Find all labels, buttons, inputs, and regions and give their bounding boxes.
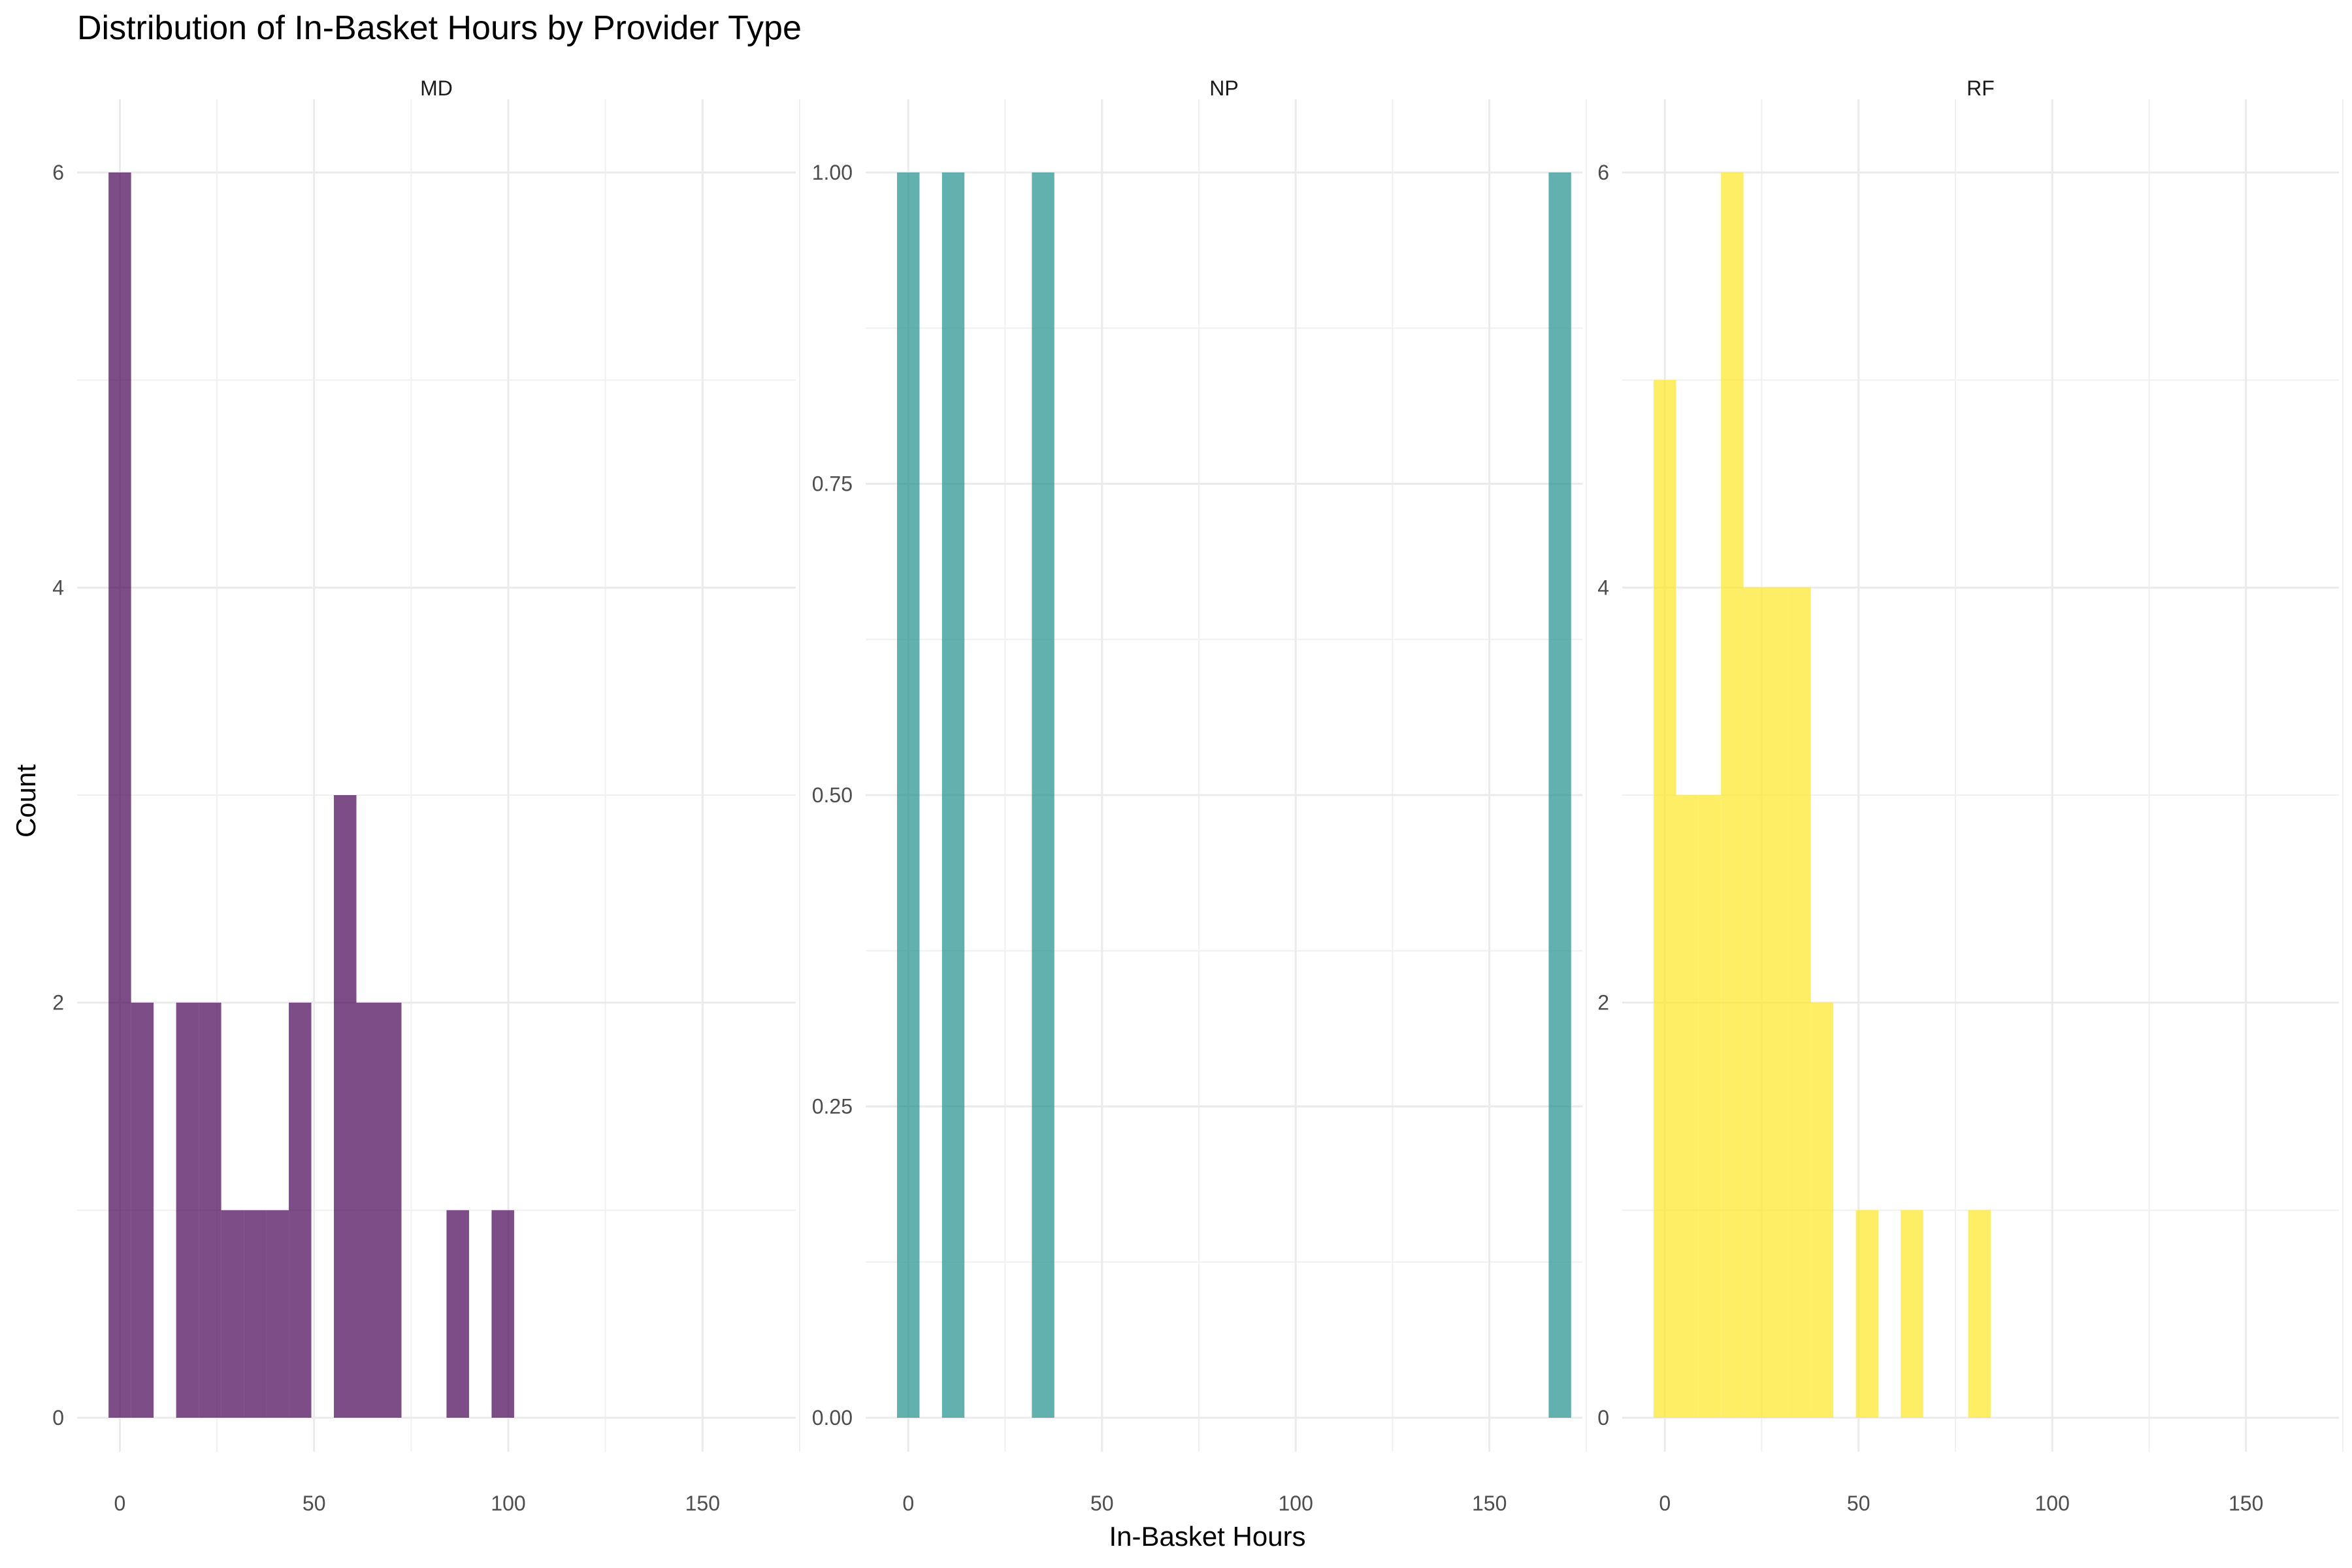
y-tick-label: 2 <box>1597 991 1609 1015</box>
histogram-bar <box>289 1002 312 1418</box>
y-tick-label: 6 <box>52 161 64 184</box>
histogram-bar <box>1676 795 1699 1418</box>
histogram-bar <box>1721 172 1744 1418</box>
histogram-bar <box>244 1210 267 1418</box>
y-tick-label: 2 <box>52 991 64 1015</box>
x-tick-label: 100 <box>1279 1492 1313 1515</box>
histogram-bar <box>266 1210 289 1418</box>
histogram-bar <box>176 1002 199 1418</box>
histogram-bar <box>356 1002 379 1418</box>
y-tick-label: 0 <box>1597 1406 1609 1429</box>
panel-np: 0 50 100 150 0.00 0.25 0.50 0.75 1.00 NP <box>812 76 1587 1515</box>
y-tick-label: 0.25 <box>812 1095 853 1119</box>
y-tick-label: 0 <box>52 1406 64 1429</box>
histogram-bar <box>897 172 920 1418</box>
histogram-bar <box>1698 795 1722 1418</box>
x-tick-label: 0 <box>1659 1492 1671 1515</box>
y-tick-label: 4 <box>1597 576 1609 599</box>
y-tick-label: 0.00 <box>812 1406 853 1429</box>
histogram-bar <box>379 1002 402 1418</box>
histogram-bar <box>446 1210 469 1418</box>
x-tick-label: 150 <box>1472 1492 1507 1515</box>
x-tick-label: 150 <box>685 1492 720 1515</box>
histogram-bar <box>199 1002 221 1418</box>
histogram-bar <box>1810 1002 1834 1418</box>
x-tick-label: 50 <box>1847 1492 1870 1515</box>
x-tick-label: 100 <box>2035 1492 2070 1515</box>
x-tick-label: 150 <box>2229 1492 2263 1515</box>
histogram-bar <box>131 1002 154 1418</box>
x-axis-label: In-Basket Hours <box>1109 1521 1305 1552</box>
histogram-bar <box>1968 1210 1991 1418</box>
histogram-bar <box>1901 1210 1923 1418</box>
histogram-bar <box>1548 172 1571 1418</box>
x-tick-label: 100 <box>491 1492 525 1515</box>
histogram-bar <box>941 172 965 1418</box>
chart-title: Distribution of In-Basket Hours by Provi… <box>77 9 802 47</box>
histogram-bar <box>1765 587 1789 1418</box>
y-tick-label: 0.50 <box>812 783 853 807</box>
panel-rf: 0 50 100 150 0 2 4 6 RF <box>1597 76 2344 1515</box>
y-tick-label: 6 <box>1597 161 1609 184</box>
histogram-bar <box>1654 380 1676 1418</box>
histogram-bar <box>1855 1210 1878 1418</box>
histogram-bar <box>1788 587 1811 1418</box>
x-tick-label: 0 <box>902 1492 914 1515</box>
x-tick-label: 50 <box>1090 1492 1114 1515</box>
histogram-bar <box>334 795 357 1418</box>
y-axis-label: Count <box>10 764 41 838</box>
histogram-bar <box>1743 587 1766 1418</box>
histogram-bar <box>491 1210 514 1418</box>
y-tick-label: 1.00 <box>812 161 853 184</box>
facet-strip-label: MD <box>420 76 453 100</box>
facet-strip-label: NP <box>1209 76 1238 100</box>
histogram-bar <box>108 172 131 1418</box>
histogram-bar <box>221 1210 244 1418</box>
panel-md: 0 50 100 150 0 2 4 6 MD <box>52 76 800 1515</box>
y-tick-label: 0.75 <box>812 472 853 496</box>
facet-strip-label: RF <box>1967 76 1995 100</box>
x-tick-label: 0 <box>114 1492 126 1515</box>
facet-panels: 0 50 100 150 0 2 4 6 MD 0 50 100 150 0.00 0.25 0.50 0.75… <box>52 76 2344 1515</box>
x-tick-label: 50 <box>302 1492 326 1515</box>
histogram-bar <box>1032 172 1054 1418</box>
y-tick-label: 4 <box>52 576 64 599</box>
